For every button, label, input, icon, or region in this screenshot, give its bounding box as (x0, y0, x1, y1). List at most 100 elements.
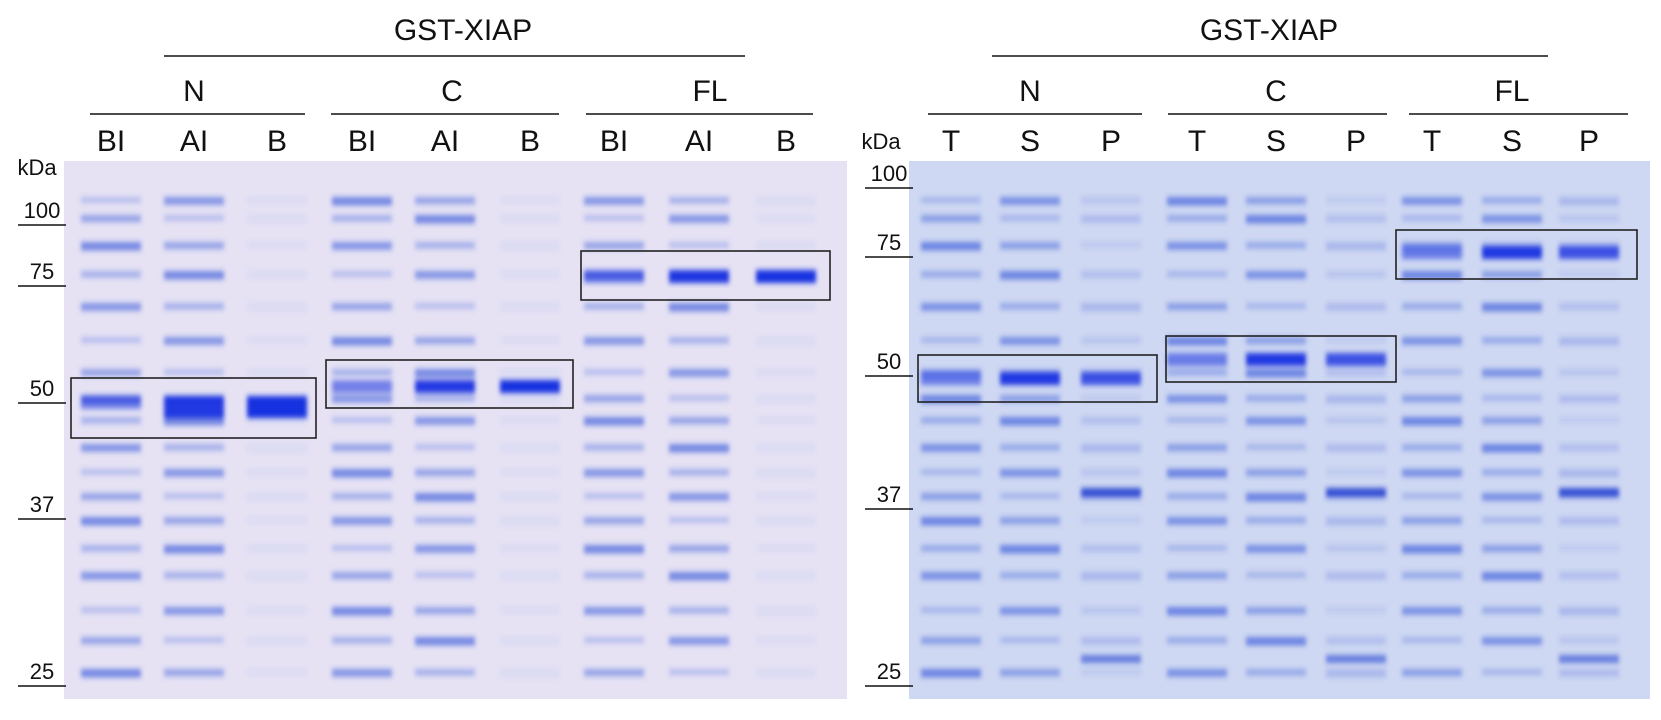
gel-left (64, 161, 847, 699)
band (1000, 444, 1060, 451)
band (1559, 337, 1619, 346)
band (1081, 197, 1141, 204)
lane-label: BI (600, 125, 628, 158)
band (164, 545, 224, 554)
band (1081, 271, 1141, 279)
band (669, 369, 729, 377)
marker-label: 75 (30, 259, 54, 284)
band (81, 242, 141, 251)
band (1326, 417, 1386, 424)
band (1000, 493, 1060, 499)
band (756, 369, 816, 376)
band (584, 215, 644, 221)
band (247, 242, 307, 248)
band (164, 197, 224, 205)
band (1081, 517, 1141, 523)
band (1559, 488, 1619, 497)
band (1246, 369, 1306, 378)
band (164, 637, 224, 643)
band (164, 242, 224, 250)
band (415, 493, 475, 502)
band (1482, 369, 1542, 377)
band (500, 444, 560, 452)
band (1402, 469, 1462, 477)
band (1326, 271, 1386, 278)
band (921, 545, 981, 552)
band (669, 444, 729, 453)
lane-label: P (1346, 125, 1366, 158)
band (756, 637, 816, 644)
band (1482, 444, 1542, 453)
band (1167, 493, 1227, 500)
band (1167, 395, 1227, 403)
band (1246, 417, 1306, 425)
band (81, 337, 141, 343)
band (1482, 469, 1542, 476)
band (1081, 395, 1141, 401)
band (1246, 444, 1306, 450)
band (1000, 469, 1060, 477)
band (415, 444, 475, 450)
target-band (1246, 353, 1306, 366)
lane-label: B (776, 125, 796, 158)
band (415, 572, 475, 578)
band (81, 637, 141, 645)
band (1000, 637, 1060, 643)
band (1326, 655, 1386, 663)
band (584, 669, 644, 677)
marker-label: 50 (30, 376, 54, 401)
band (1402, 369, 1462, 375)
lane-label: AI (431, 125, 459, 158)
marker-label: 100 (871, 161, 908, 186)
band (669, 303, 729, 312)
band (332, 545, 392, 551)
band (584, 197, 644, 205)
band (81, 545, 141, 552)
band (756, 197, 816, 206)
band (669, 493, 729, 501)
band (669, 545, 729, 553)
band (81, 303, 141, 311)
group-label: N (183, 75, 205, 108)
band (81, 669, 141, 678)
band (1081, 337, 1141, 344)
band (1167, 572, 1227, 580)
panel-title: GST-XIAP (394, 14, 532, 47)
band (1402, 493, 1462, 499)
target-band (584, 270, 644, 283)
band (1559, 469, 1619, 478)
band (921, 215, 981, 223)
band (1246, 545, 1306, 553)
band (756, 607, 816, 616)
band (1559, 369, 1619, 376)
band (921, 444, 981, 452)
band (584, 517, 644, 525)
band (1000, 545, 1060, 554)
band (415, 637, 475, 646)
band (1559, 607, 1619, 616)
band (500, 242, 560, 251)
target-band (756, 270, 816, 283)
band (247, 369, 307, 377)
band (1167, 197, 1227, 206)
band (1167, 242, 1227, 250)
band (584, 417, 644, 426)
band (1081, 215, 1141, 223)
band (1326, 607, 1386, 613)
band (1000, 417, 1060, 426)
band (1402, 607, 1462, 615)
band (247, 545, 307, 553)
band (1326, 197, 1386, 203)
band (669, 417, 729, 425)
band (247, 303, 307, 312)
band (921, 493, 981, 501)
band (669, 197, 729, 204)
band (500, 545, 560, 552)
band (1246, 493, 1306, 502)
band (1246, 572, 1306, 578)
band (1081, 637, 1141, 645)
band (756, 444, 816, 452)
band (1559, 669, 1619, 677)
band (500, 637, 560, 645)
